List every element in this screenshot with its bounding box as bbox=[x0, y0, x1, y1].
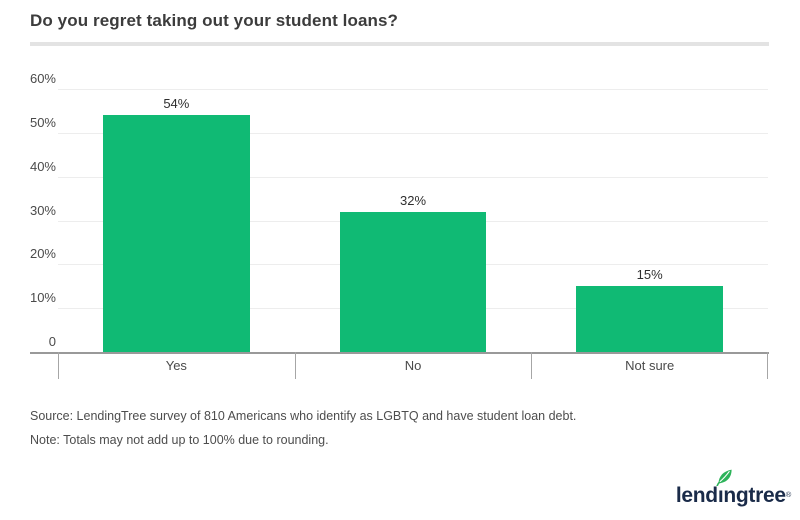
bar-value-label: 32% bbox=[399, 192, 427, 208]
y-tick-label: 60% bbox=[29, 71, 56, 86]
x-category-label-yes: Yes bbox=[165, 358, 187, 373]
x-axis-line bbox=[30, 352, 769, 354]
y-tick-label: 40% bbox=[29, 158, 56, 174]
chart-title: Do you regret taking out your student lo… bbox=[30, 11, 399, 30]
x-tick bbox=[767, 352, 768, 379]
y-tick-label: 20% bbox=[29, 246, 56, 262]
logo-text-part: lend bbox=[675, 484, 718, 507]
bar-value-label: 54% bbox=[163, 96, 190, 112]
leaf-icon bbox=[716, 469, 732, 486]
x-axis-ticks bbox=[58, 352, 768, 379]
gridline-60 bbox=[58, 89, 768, 90]
logo-letter-i: ı bbox=[716, 469, 732, 506]
y-axis-labels: 60% 50% 40% 30% 20% 10% 0 bbox=[0, 72, 56, 352]
gridline-50 bbox=[58, 132, 768, 134]
gridline-40 bbox=[58, 176, 768, 178]
source-note: Source: LendingTree survey of 810 Americ… bbox=[30, 409, 577, 423]
registered-mark: ® bbox=[785, 490, 792, 499]
x-tick bbox=[531, 352, 533, 379]
y-tick-label: 30% bbox=[29, 202, 56, 218]
title-divider bbox=[30, 42, 769, 46]
y-tick-label: 50% bbox=[29, 114, 56, 130]
lendingtree-logo-text: lendı ngtree® bbox=[675, 469, 792, 507]
bar-group-no: 32% bbox=[295, 89, 532, 352]
y-tick-label: 0 bbox=[48, 334, 56, 349]
bar-yes bbox=[102, 115, 250, 352]
y-tick-label: 10% bbox=[29, 290, 56, 306]
x-tick bbox=[294, 352, 296, 379]
plot-area: 54% 32% 15% bbox=[58, 89, 768, 352]
x-axis-labels: Yes No Not sure bbox=[58, 357, 768, 375]
x-category-label-no: No bbox=[404, 358, 422, 373]
bar-group-yes: 54% bbox=[58, 89, 295, 352]
x-category-label-not-sure: Not sure bbox=[625, 358, 675, 373]
lendingtree-logo: lendı ngtree® bbox=[676, 466, 791, 508]
bar-not-sure bbox=[576, 286, 724, 352]
rounding-note: Note: Totals may not add up to 100% due … bbox=[30, 433, 329, 447]
bar-group-not-sure: 15% bbox=[531, 89, 768, 352]
bar-no bbox=[339, 211, 487, 352]
x-tick bbox=[58, 352, 59, 379]
logo-text-part: ngtree bbox=[723, 484, 786, 507]
bar-value-label: 15% bbox=[636, 267, 663, 283]
